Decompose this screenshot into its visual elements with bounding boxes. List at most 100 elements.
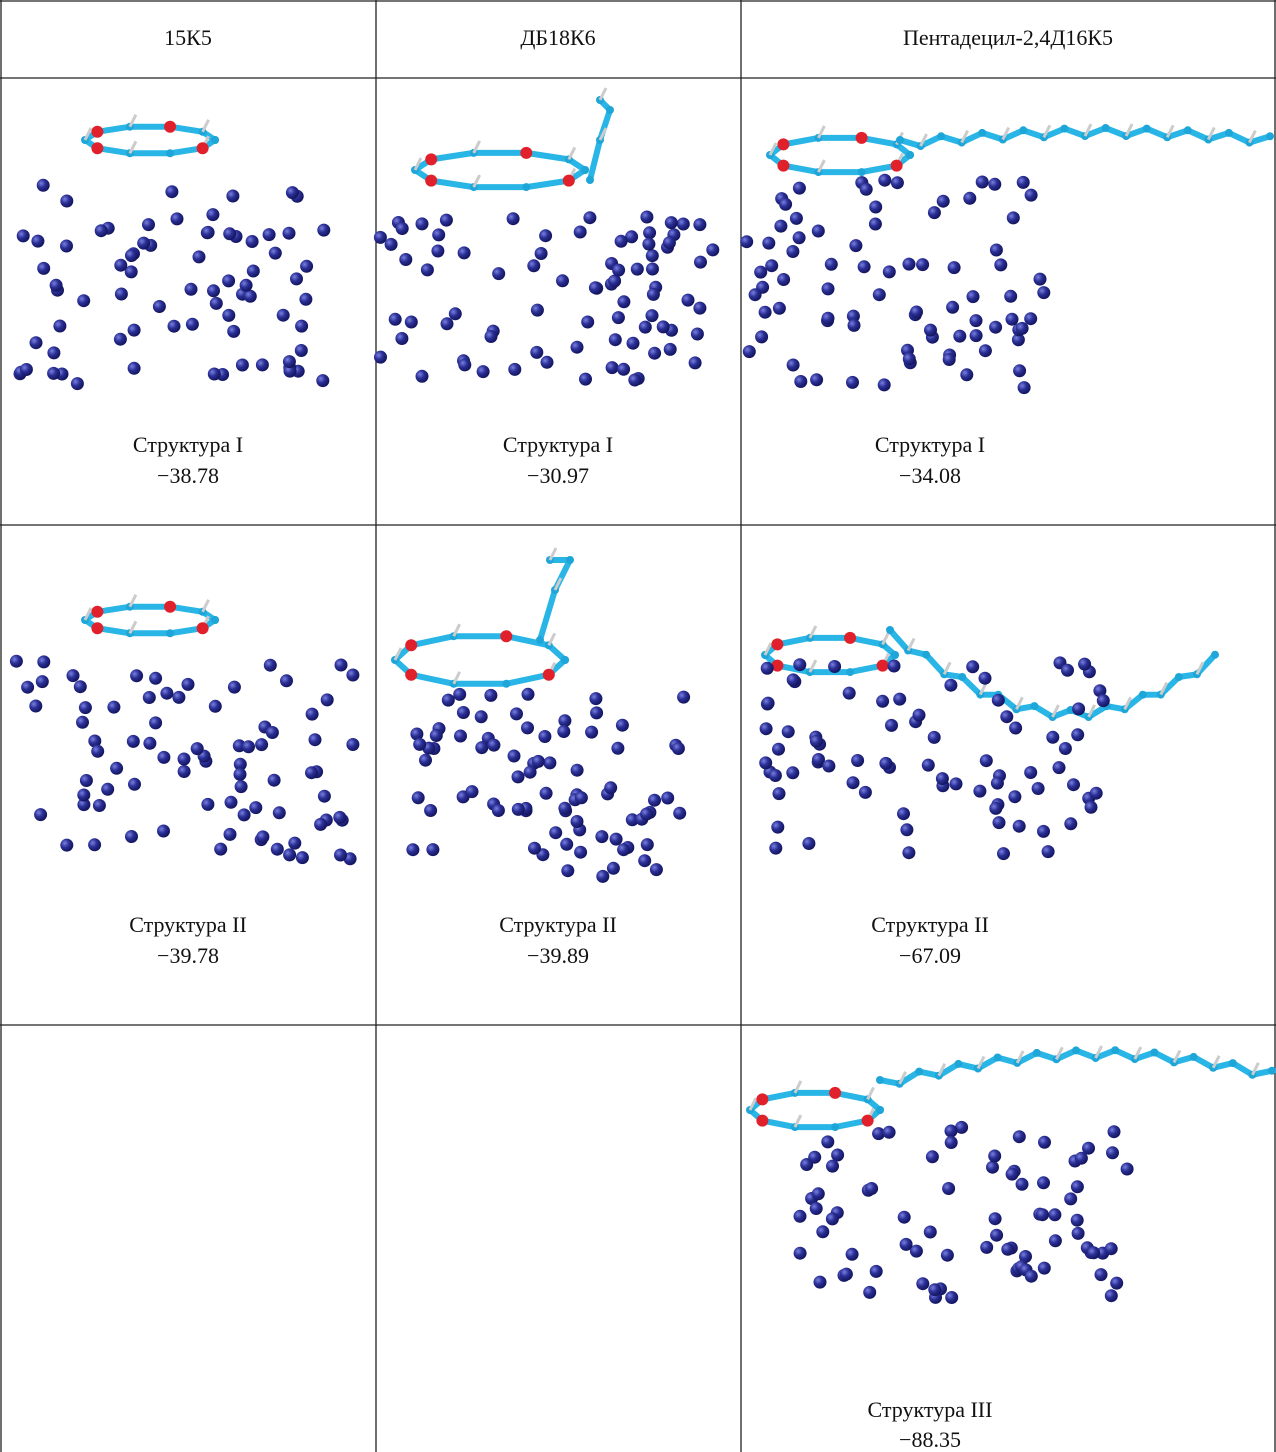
oxygen bbox=[405, 639, 417, 651]
ion bbox=[60, 839, 73, 852]
ion bbox=[922, 759, 935, 772]
oxygen bbox=[563, 175, 575, 187]
ion bbox=[924, 1226, 937, 1239]
ion bbox=[774, 220, 787, 233]
ion bbox=[306, 708, 319, 721]
structure-label: Структура II bbox=[871, 912, 989, 937]
ion bbox=[990, 244, 1003, 257]
atom bbox=[1033, 1049, 1041, 1057]
ion bbox=[317, 224, 330, 237]
ion bbox=[826, 1160, 839, 1173]
atom bbox=[211, 136, 219, 144]
ion bbox=[458, 246, 471, 259]
ion bbox=[508, 363, 521, 376]
ion bbox=[157, 751, 170, 764]
ion bbox=[21, 681, 34, 694]
ion bbox=[941, 1249, 954, 1262]
ion bbox=[860, 183, 873, 196]
ion bbox=[457, 706, 470, 719]
oxygen bbox=[856, 132, 868, 144]
oxygen bbox=[829, 1087, 841, 1099]
ion bbox=[648, 347, 661, 360]
ion bbox=[1013, 364, 1026, 377]
ion bbox=[761, 662, 774, 675]
ion bbox=[979, 672, 992, 685]
ion bbox=[36, 675, 49, 688]
ion bbox=[1007, 211, 1020, 224]
ion bbox=[280, 674, 293, 687]
ion bbox=[47, 346, 60, 359]
ion bbox=[114, 333, 127, 346]
structure-label: Структура I bbox=[503, 432, 613, 457]
ion bbox=[596, 870, 609, 883]
ion bbox=[650, 863, 663, 876]
ion bbox=[579, 373, 592, 386]
structure-label: Структура II bbox=[129, 912, 247, 937]
ion bbox=[1053, 761, 1066, 774]
ion bbox=[128, 324, 141, 337]
atom bbox=[937, 132, 945, 140]
ion bbox=[374, 351, 387, 364]
ion bbox=[74, 680, 87, 693]
oxygen bbox=[164, 121, 176, 133]
ion bbox=[994, 258, 1007, 271]
ion bbox=[1017, 176, 1030, 189]
ion bbox=[989, 321, 1002, 334]
ion bbox=[1013, 820, 1026, 833]
ion bbox=[583, 211, 596, 224]
ion bbox=[810, 735, 823, 748]
ion bbox=[283, 355, 296, 368]
ion bbox=[222, 274, 235, 287]
ion bbox=[1008, 790, 1021, 803]
ion bbox=[794, 375, 807, 388]
ion bbox=[128, 778, 141, 791]
ion bbox=[963, 192, 976, 205]
atom bbox=[502, 680, 510, 688]
atom bbox=[922, 651, 930, 659]
ion bbox=[825, 258, 838, 271]
ion bbox=[1038, 1262, 1051, 1275]
oxygen bbox=[777, 138, 789, 150]
ion bbox=[794, 1247, 807, 1260]
ion bbox=[916, 258, 929, 271]
ion bbox=[185, 283, 198, 296]
ion bbox=[143, 691, 156, 704]
ion bbox=[946, 301, 959, 314]
ion bbox=[1036, 1208, 1049, 1221]
atom bbox=[1190, 1053, 1198, 1061]
ion bbox=[421, 263, 434, 276]
atom bbox=[211, 616, 219, 624]
ion bbox=[172, 691, 185, 704]
ion bbox=[30, 336, 43, 349]
ion bbox=[1037, 1176, 1050, 1189]
ion bbox=[1071, 728, 1084, 741]
ion bbox=[571, 341, 584, 354]
ion bbox=[178, 765, 191, 778]
ion bbox=[300, 260, 313, 273]
bond bbox=[540, 560, 570, 640]
ion bbox=[897, 807, 910, 820]
ion bbox=[512, 770, 525, 783]
ion bbox=[810, 1202, 823, 1215]
ion bbox=[847, 776, 860, 789]
ion bbox=[143, 737, 156, 750]
ion bbox=[266, 726, 279, 739]
atom bbox=[1184, 126, 1192, 134]
ion bbox=[273, 806, 286, 819]
ion bbox=[926, 1150, 939, 1163]
ion bbox=[641, 838, 654, 851]
ion bbox=[646, 263, 659, 276]
ion bbox=[296, 851, 309, 864]
ion bbox=[979, 344, 992, 357]
ion bbox=[993, 816, 1006, 829]
ion bbox=[130, 669, 143, 682]
ion bbox=[883, 265, 896, 278]
ion bbox=[677, 691, 690, 704]
ion bbox=[492, 267, 505, 280]
ion bbox=[186, 318, 199, 331]
structure-label: Структура I bbox=[133, 432, 243, 457]
ion bbox=[193, 250, 206, 263]
ion bbox=[1009, 722, 1022, 735]
ion bbox=[611, 742, 624, 755]
ion bbox=[944, 679, 957, 692]
